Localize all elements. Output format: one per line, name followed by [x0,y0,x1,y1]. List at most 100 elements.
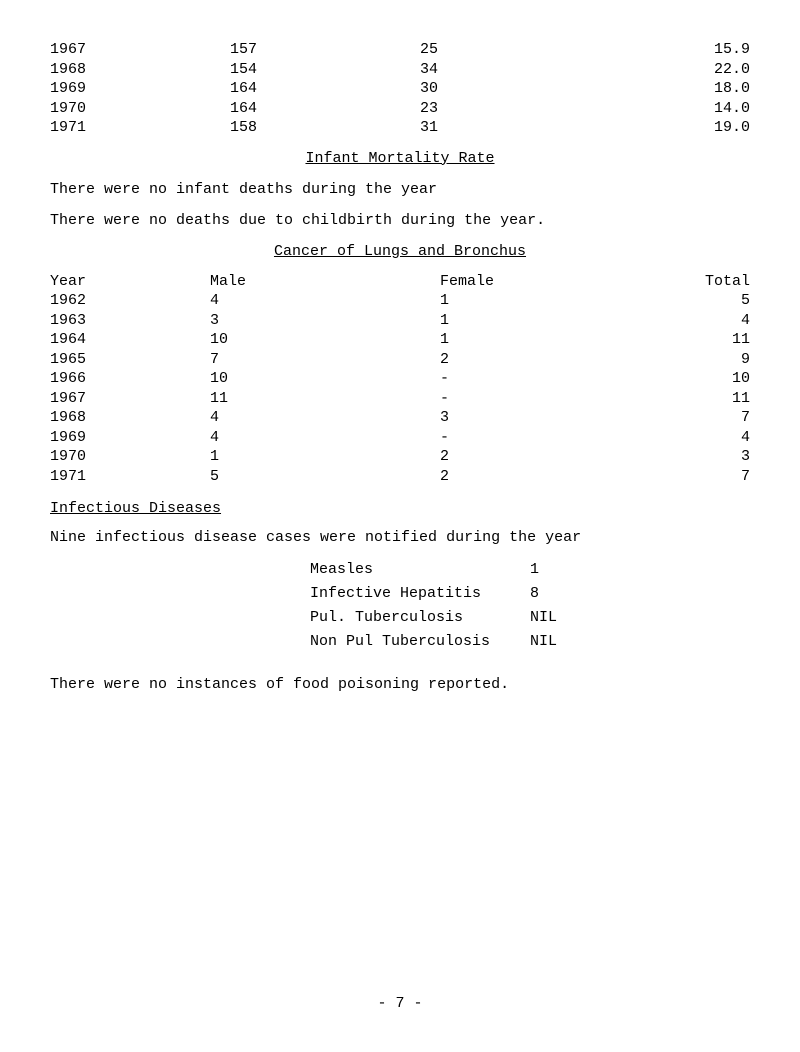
cell-total: 3 [640,447,750,467]
list-item: Measles1 [50,558,750,582]
cell-total: 4 [640,311,750,331]
cell-year: 1968 [50,60,230,80]
cell-male: 4 [210,291,440,311]
cell-female: - [440,369,640,389]
cell-total: 9 [640,350,750,370]
infant-mortality-heading: Infant Mortality Rate [50,150,750,167]
disease-value: NIL [530,606,590,630]
cell-female: 3 [440,408,640,428]
top-table: 19671572515.919681543422.019691643018.01… [50,40,750,138]
cell-year: 1966 [50,369,210,389]
table-row: 19681543422.0 [50,60,750,80]
table-row: 196711-11 [50,389,750,409]
cell-b: 25 [420,40,650,60]
cell-male: 5 [210,467,440,487]
table-row: 1971527 [50,467,750,487]
disease-name: Measles [310,558,530,582]
cell-male: 11 [210,389,440,409]
table-row: 19671572515.9 [50,40,750,60]
page-number: - 7 - [50,995,750,1012]
list-item: Pul. TuberculosisNIL [50,606,750,630]
table-row: 196410111 [50,330,750,350]
cell-a: 154 [230,60,420,80]
food-poisoning-paragraph: There were no instances of food poisonin… [50,674,750,695]
disease-value: 8 [530,582,590,606]
table-row: 1968437 [50,408,750,428]
cell-year: 1967 [50,389,210,409]
col-female: Female [440,272,640,292]
cell-year: 1963 [50,311,210,331]
cell-total: 10 [640,369,750,389]
cell-year: 1967 [50,40,230,60]
col-total: Total [640,272,750,292]
table-row: 1963314 [50,311,750,331]
cell-b: 30 [420,79,650,99]
cell-year: 1971 [50,118,230,138]
notifications-list: Measles1Infective Hepatitis8Pul. Tubercu… [50,558,750,654]
infant-paragraph-1: There were no infant deaths during the y… [50,179,750,200]
disease-name: Pul. Tuberculosis [310,606,530,630]
cell-female: - [440,428,640,448]
cell-total: 11 [640,330,750,350]
cell-year: 1965 [50,350,210,370]
cell-year: 1969 [50,79,230,99]
cell-total: 4 [640,428,750,448]
cell-female: 2 [440,350,640,370]
col-male: Male [210,272,440,292]
cell-female: 2 [440,467,640,487]
col-year: Year [50,272,210,292]
cell-total: 5 [640,291,750,311]
disease-value: 1 [530,558,590,582]
cell-c: 14.0 [650,99,750,119]
cell-male: 7 [210,350,440,370]
infant-paragraph-2: There were no deaths due to childbirth d… [50,210,750,231]
cell-c: 18.0 [650,79,750,99]
cell-a: 164 [230,79,420,99]
cell-c: 15.9 [650,40,750,60]
table-row: 1970123 [50,447,750,467]
cell-a: 164 [230,99,420,119]
cell-male: 4 [210,408,440,428]
cell-b: 34 [420,60,650,80]
table-row: 19701642314.0 [50,99,750,119]
disease-name: Infective Hepatitis [310,582,530,606]
cell-female: 1 [440,311,640,331]
table-row: 19691643018.0 [50,79,750,99]
cell-b: 23 [420,99,650,119]
disease-value: NIL [530,630,590,654]
cell-year: 1971 [50,467,210,487]
cell-b: 31 [420,118,650,138]
cell-c: 22.0 [650,60,750,80]
list-item: Infective Hepatitis8 [50,582,750,606]
table-row: 1965729 [50,350,750,370]
cell-male: 10 [210,369,440,389]
cell-female: 1 [440,330,640,350]
cell-total: 11 [640,389,750,409]
cell-male: 3 [210,311,440,331]
list-item: Non Pul TuberculosisNIL [50,630,750,654]
cell-male: 10 [210,330,440,350]
cell-year: 1969 [50,428,210,448]
cancer-heading: Cancer of Lungs and Bronchus [50,243,750,260]
cell-a: 157 [230,40,420,60]
table-row: 1962415 [50,291,750,311]
cell-year: 1970 [50,99,230,119]
cell-total: 7 [640,408,750,428]
cancer-table: 196241519633141964101111965729196610-101… [50,291,750,486]
cell-female: 2 [440,447,640,467]
cell-year: 1964 [50,330,210,350]
cell-female: 1 [440,291,640,311]
cell-male: 4 [210,428,440,448]
disease-name: Non Pul Tuberculosis [310,630,530,654]
cell-year: 1970 [50,447,210,467]
cell-year: 1962 [50,291,210,311]
infectious-paragraph: Nine infectious disease cases were notif… [50,527,750,548]
cell-male: 1 [210,447,440,467]
cell-female: - [440,389,640,409]
infectious-diseases-heading: Infectious Diseases [50,500,750,517]
cell-a: 158 [230,118,420,138]
table-row: 196610-10 [50,369,750,389]
table-row: 19694-4 [50,428,750,448]
cancer-header-row: Year Male Female Total [50,272,750,292]
cell-year: 1968 [50,408,210,428]
